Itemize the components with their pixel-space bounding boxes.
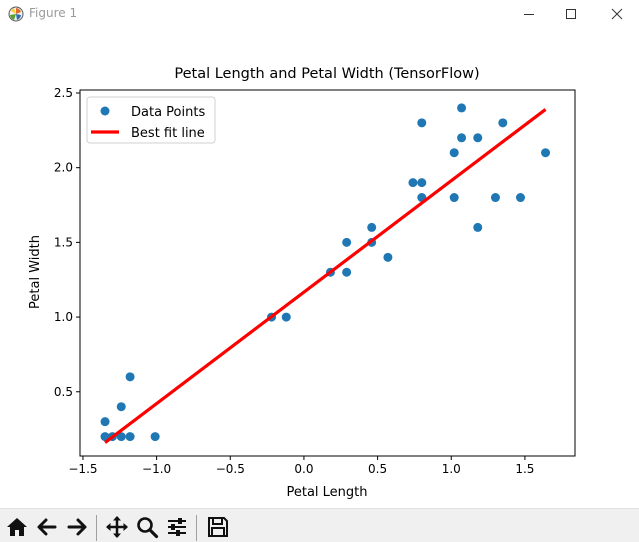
data-point (150, 432, 160, 442)
close-button[interactable] (594, 0, 639, 28)
y-tick-label: 1.5 (54, 235, 73, 249)
x-tick-label: −1.0 (142, 462, 171, 476)
data-point (498, 118, 508, 128)
minimize-icon (524, 14, 534, 15)
data-point (541, 148, 551, 158)
save-button[interactable] (204, 513, 232, 541)
data-point (100, 432, 110, 442)
close-icon (611, 8, 623, 20)
x-tick-label: 0.0 (294, 462, 313, 476)
data-point (383, 252, 393, 262)
pan-button[interactable] (103, 513, 131, 541)
data-point (457, 133, 467, 143)
data-point (457, 103, 467, 113)
data-point (342, 267, 352, 277)
back-button[interactable] (33, 513, 61, 541)
y-tick-label: 2.0 (54, 161, 73, 175)
move-icon (106, 516, 128, 538)
toolbar-separator (96, 515, 97, 541)
data-point (125, 432, 135, 442)
x-tick-label: 1.5 (515, 462, 534, 476)
sliders-icon (168, 518, 186, 536)
data-point (342, 237, 352, 247)
legend-label-data-points: Data Points (131, 105, 205, 120)
data-point (100, 417, 110, 427)
floppy-disk-icon (208, 517, 228, 537)
data-point (116, 432, 126, 442)
legend-marker-data-points (100, 106, 110, 116)
data-point (367, 222, 377, 232)
forward-button[interactable] (63, 513, 91, 541)
y-tick-label: 2.5 (54, 86, 73, 100)
data-point (417, 118, 427, 128)
minimize-button[interactable] (506, 0, 552, 28)
data-point (473, 133, 483, 143)
magnifier-icon (137, 517, 159, 539)
best-fit-line (104, 108, 547, 444)
arrow-left-icon (37, 518, 57, 536)
legend-label-best-fit-line: Best fit line (131, 126, 205, 141)
data-point (490, 193, 500, 203)
data-point (449, 193, 459, 203)
data-point (281, 312, 291, 322)
maximize-icon (566, 9, 576, 19)
x-tick-label: −1.5 (68, 462, 97, 476)
x-tick-label: −0.5 (216, 462, 245, 476)
title-bar[interactable]: Figure 1 (0, 0, 639, 28)
y-tick-label: 1.0 (54, 310, 73, 324)
home-icon (7, 518, 27, 536)
data-point (515, 193, 525, 203)
x-tick-label: 1.0 (442, 462, 461, 476)
window-title: Figure 1 (29, 6, 78, 20)
chart-title: Petal Length and Petal Width (TensorFlow… (174, 66, 479, 82)
x-axis-label: Petal Length (286, 485, 367, 500)
data-point (417, 178, 427, 188)
figure-canvas[interactable]: Petal Length and Petal Width (TensorFlow… (0, 28, 639, 508)
zoom-button[interactable] (133, 513, 161, 541)
data-point (116, 402, 126, 412)
scatter-chart: Petal Length and Petal Width (TensorFlow… (28, 66, 576, 500)
y-tick-label: 0.5 (54, 385, 73, 399)
y-axis-label: Petal Width (28, 235, 43, 309)
x-tick-label: 0.5 (368, 462, 387, 476)
data-point (408, 178, 418, 188)
navigation-toolbar (0, 508, 639, 542)
toolbar-separator (196, 515, 197, 541)
data-point (449, 148, 459, 158)
configure-subplots-button[interactable] (163, 513, 191, 541)
data-point (125, 372, 135, 382)
matplotlib-logo-icon (8, 6, 24, 22)
arrow-right-icon (67, 518, 87, 536)
maximize-button[interactable] (548, 0, 594, 28)
data-point (473, 222, 483, 232)
home-button[interactable] (3, 513, 31, 541)
